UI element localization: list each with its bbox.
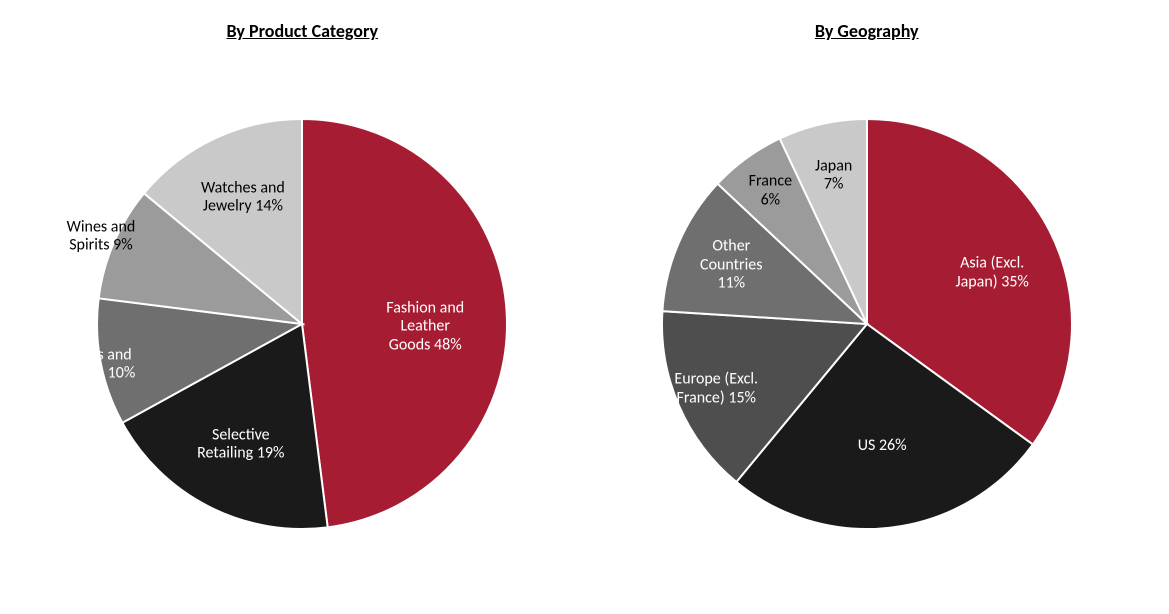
pie-svg-geography bbox=[597, 54, 1137, 594]
pie-svg-product-category bbox=[32, 54, 572, 594]
chart-block-product-category: By Product Category Fashion and Leather … bbox=[32, 20, 572, 594]
pie-chart-product-category: Fashion and Leather Goods 48%Selective R… bbox=[32, 54, 572, 594]
pie-chart-geography: Asia (Excl. Japan) 35%US 26%Europe (Excl… bbox=[597, 54, 1137, 594]
pie-slice bbox=[302, 119, 507, 527]
chart-title-geography: By Geography bbox=[815, 20, 919, 42]
chart-block-geography: By Geography Asia (Excl. Japan) 35%US 26… bbox=[597, 20, 1137, 594]
charts-row: By Product Category Fashion and Leather … bbox=[20, 20, 1149, 594]
chart-title-product-category: By Product Category bbox=[227, 20, 378, 42]
